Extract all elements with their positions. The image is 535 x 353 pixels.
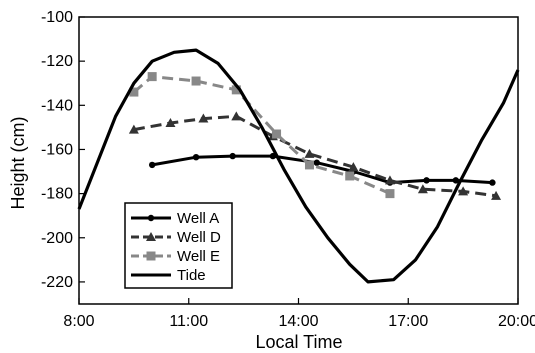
y-tick-label-6: -220 xyxy=(41,274,73,291)
point-well-d-8 xyxy=(417,184,428,194)
point-well-d-7 xyxy=(384,175,395,185)
point-well-a-9 xyxy=(489,179,496,186)
point-well-e-0 xyxy=(129,87,139,97)
point-well-d-0 xyxy=(128,124,139,134)
legend-marker-well-d xyxy=(146,232,156,241)
x-tick-label-2: 14:00 xyxy=(278,313,318,330)
point-well-d-2 xyxy=(198,113,209,123)
x-tick-label-3: 17:00 xyxy=(388,313,428,330)
point-well-e-4 xyxy=(272,129,282,139)
point-well-a-7 xyxy=(423,177,430,184)
point-well-d-1 xyxy=(165,117,176,127)
point-well-e-1 xyxy=(147,72,157,82)
series-line-well-d xyxy=(133,114,497,198)
point-well-d-6 xyxy=(348,162,359,172)
legend-label-well-a: Well A xyxy=(177,210,219,227)
y-tick-label-1: -120 xyxy=(41,53,73,70)
y-tick-label-4: -180 xyxy=(41,186,73,203)
point-well-a-4 xyxy=(313,159,320,166)
point-well-e-2 xyxy=(191,76,201,86)
point-well-a-0 xyxy=(148,161,156,169)
tick-layer: 8:00 11:00 14:00 17:00 20:00 -100 -120 -140 -160… xyxy=(41,9,535,330)
legend-label-tide: Tide xyxy=(177,267,206,284)
point-well-d-10 xyxy=(491,190,502,200)
series-line-well-a xyxy=(151,154,493,185)
legend-marker-well-e xyxy=(146,251,156,261)
x-tick-label-0: 8:00 xyxy=(63,313,94,330)
y-tick-label-0: -100 xyxy=(41,9,73,26)
legend-label-well-d: Well D xyxy=(177,229,221,246)
x-axis-title: Local Time xyxy=(255,332,342,352)
point-well-d-3 xyxy=(231,111,242,121)
legend: Well A Well D Well E Tide xyxy=(124,202,233,289)
x-tick-label-4: 20:00 xyxy=(498,313,535,330)
point-well-d-5 xyxy=(304,148,315,158)
x-tick-label-1: 11:00 xyxy=(169,313,208,330)
point-well-e-7 xyxy=(385,189,395,199)
y-axis-title: Height (cm) xyxy=(8,116,28,209)
plot-frame xyxy=(78,16,519,305)
legend-marker-well-a xyxy=(147,214,155,222)
series-line-well-e xyxy=(132,75,391,195)
point-well-a-8 xyxy=(452,177,460,184)
series-line-tide xyxy=(77,48,520,284)
point-well-e-6 xyxy=(345,171,355,181)
series-layer xyxy=(77,48,520,284)
y-tick-label-2: -140 xyxy=(41,97,73,114)
point-well-a-1 xyxy=(192,153,200,161)
point-well-d-9 xyxy=(458,186,469,196)
y-tick-label-3: -160 xyxy=(41,141,73,158)
point-well-e-3 xyxy=(231,85,241,95)
point-well-a-2 xyxy=(229,152,236,160)
point-well-e-5 xyxy=(304,160,314,170)
y-tick-label-5: -200 xyxy=(41,230,73,247)
legend-label-well-e: Well E xyxy=(177,248,220,265)
